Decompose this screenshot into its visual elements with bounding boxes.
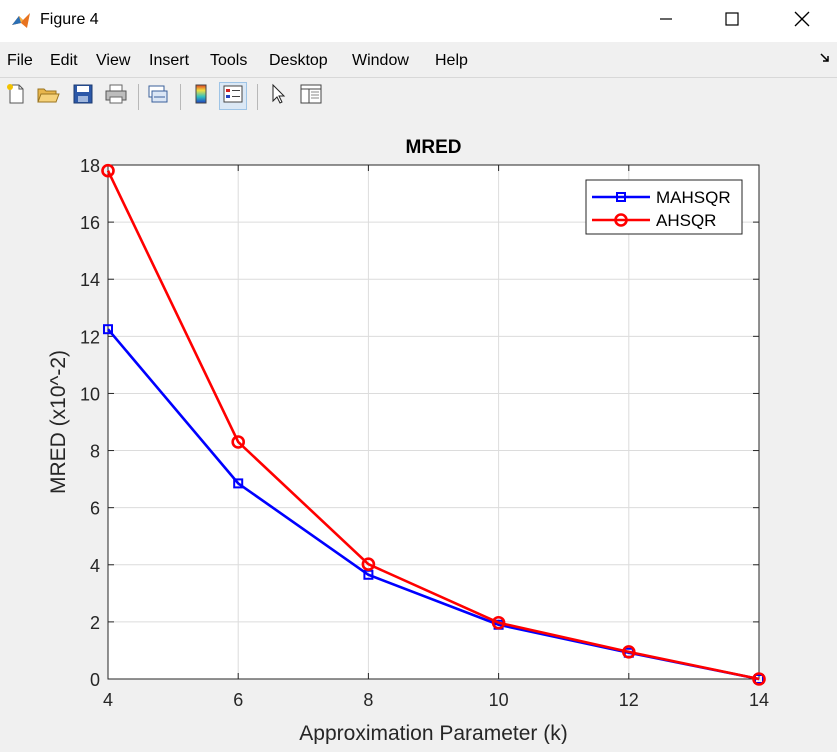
menu-tools[interactable]: Tools [210,52,248,69]
menu-file[interactable]: File [7,52,33,69]
axes-box [107,164,760,680]
close-button[interactable] [779,0,825,42]
legend-label-mahsqr: MAHSQR [656,188,731,207]
toolbar-separator [138,84,139,110]
x-tick-label: 6 [233,690,243,710]
legend-box[interactable] [585,179,743,235]
data-point-ahsqr[interactable] [621,645,636,659]
legend-label-ahsqr: AHSQR [656,211,716,230]
property-inspector-icon [299,83,323,110]
data-point-ahsqr[interactable] [361,557,376,572]
property-inspector-button[interactable] [297,82,325,110]
y-tick-label: 0 [90,670,100,690]
legend-marker-mahsqr [616,192,626,202]
toolbar-separator [257,84,258,110]
y-tick-label: 8 [90,442,100,462]
y-axis-label: MRED (x10^-2) [47,350,70,494]
colorbar-button[interactable] [187,82,215,110]
link-plot-button[interactable] [144,82,172,110]
title-bar[interactable]: Figure 4 [0,0,837,42]
y-tick-label: 16 [80,213,100,233]
menu-window[interactable]: Window [352,52,409,69]
link-plot-icon [146,83,170,110]
menu-desktop[interactable]: Desktop [269,52,328,69]
plot-area[interactable] [108,165,759,679]
y-tick-label: 12 [80,327,100,347]
figure-canvas: 4 6 8 10 12 14 0 2 4 6 8 10 12 14 16 18 MRED Approximatio… [0,118,837,752]
data-point-mahsqr[interactable] [233,478,244,489]
matlab-logo-icon [10,10,32,32]
data-point-ahsqr[interactable] [491,615,506,630]
legend-button[interactable] [219,82,247,110]
x-tick-label: 12 [619,690,639,710]
status-bar [0,744,837,752]
y-tick-label: 2 [90,613,100,633]
minimize-icon [659,12,673,31]
x-axis-label: Approximation Parameter (k) [299,722,567,744]
new-figure-icon [5,83,27,110]
data-point-ahsqr[interactable] [752,672,766,686]
chart-title: MRED [406,137,462,158]
maximize-icon [725,11,739,31]
series-line-ahsqr[interactable] [106,170,760,681]
save-button[interactable] [69,82,97,110]
new-figure-button[interactable] [2,82,30,110]
print-button[interactable] [102,82,130,110]
x-tick-label: 8 [363,690,373,710]
save-icon [72,83,94,110]
menu-edit[interactable]: Edit [50,52,78,69]
colorbar-icon [190,83,212,110]
x-tick-label: 14 [749,690,769,710]
y-tick-label: 18 [80,156,100,176]
toolbar [0,77,837,119]
y-tick-label: 10 [80,384,100,404]
menu-view[interactable]: View [96,52,131,69]
maximize-button[interactable] [709,0,755,42]
y-tick-label: 14 [80,270,100,290]
legend-icon [222,83,244,110]
menu-bar [0,44,837,76]
dock-arrow-icon[interactable] [819,51,831,67]
open-file-icon [36,83,60,110]
edit-plot-button[interactable] [264,82,292,110]
x-tick-label: 10 [489,690,509,710]
data-point-mahsqr[interactable] [103,324,113,335]
minimize-button[interactable] [643,0,689,42]
y-tick-label: 6 [90,499,100,519]
close-icon [794,11,810,32]
toolbar-separator [180,84,181,110]
line-chart[interactable]: 4 6 8 10 12 14 0 2 4 6 8 10 12 14 16 18 MRED Approximatio… [0,118,837,744]
menu-help[interactable]: Help [435,52,468,69]
data-point-ahsqr[interactable] [231,435,245,449]
legend-marker-ahsqr [614,213,628,227]
open-file-button[interactable] [34,82,62,110]
print-icon [104,83,128,110]
edit-plot-pointer-icon [267,83,289,110]
data-point-ahsqr[interactable] [101,163,115,178]
window-title: Figure 4 [40,11,99,28]
y-tick-label: 4 [90,556,100,576]
menu-insert[interactable]: Insert [149,52,190,69]
x-tick-label: 4 [103,690,113,710]
